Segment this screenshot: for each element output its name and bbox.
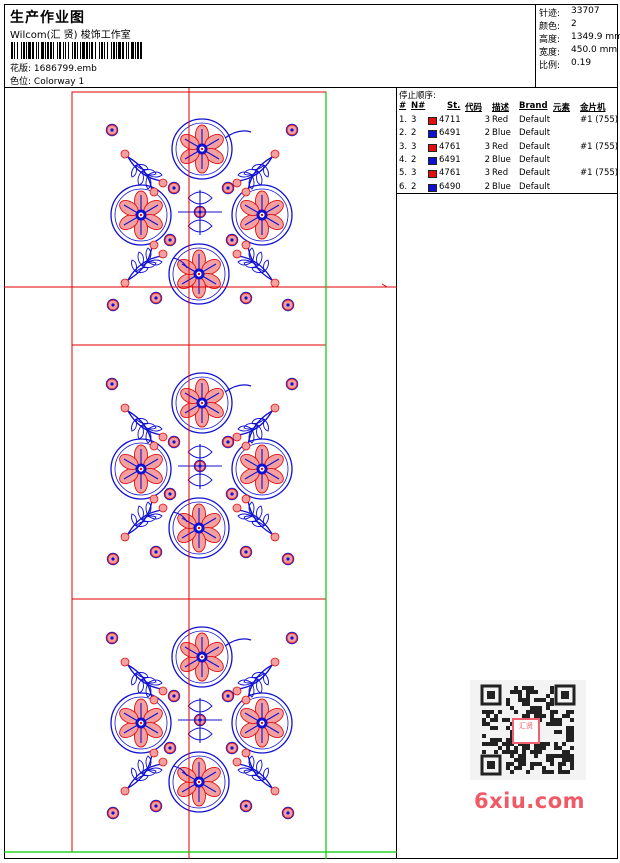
stop-cell-brand: Default	[519, 128, 551, 139]
thread-color-swatch	[428, 130, 437, 139]
stop-cell-n: 3	[411, 115, 417, 125]
stop-cell-code: 2	[484, 181, 490, 192]
col-header-st: St.	[447, 101, 461, 111]
design-preview	[4, 88, 397, 859]
stop-sequence-title: 停止顺序:	[399, 91, 436, 101]
stop-cell-sequin: #1 (755)	[580, 168, 619, 179]
stop-cell-code: 2	[484, 154, 490, 165]
stat-scale: 比例: 0.19	[539, 58, 592, 71]
thread-color-swatch	[428, 170, 437, 179]
stop-cell-st: 6491	[439, 128, 461, 139]
col-header-n: N#	[411, 101, 426, 111]
page-title: 生产作业图	[10, 10, 85, 26]
watermark-text: 6xiu.com	[474, 789, 586, 813]
header-panel: 生产作业图 Wilcom(汇 贤) 梭饰工作室 花版: 1686799.emb …	[4, 4, 536, 88]
stat-width: 宽度: 450.0 mm	[539, 45, 618, 58]
stop-row: 4. 2 6491 2 Blue Default	[397, 155, 618, 168]
page-frame	[4, 4, 618, 859]
motif-tile-3	[106, 627, 298, 819]
stop-row: 1. 3 4711 3 Red Default #1 (755)	[397, 115, 618, 128]
stop-cell-desc: Blue	[492, 128, 511, 139]
guide-lines	[4, 88, 397, 859]
stop-cell-brand: Default	[519, 168, 551, 179]
motif-tile-2	[106, 373, 298, 565]
stop-cell-num: 4.	[399, 154, 408, 165]
colorway-line: 色位: Colorway 1	[10, 74, 84, 87]
watermark-stamp: 汇贤	[512, 718, 540, 744]
col-header-code: 代码	[465, 103, 483, 113]
stop-cell-st: 4711	[439, 115, 461, 125]
stop-cell-n: 2	[411, 128, 417, 139]
barcode	[11, 42, 142, 59]
stop-cell-sequin: #1 (755)	[580, 115, 619, 125]
col-header-num: #	[399, 101, 407, 111]
col-header-desc: 描述	[492, 103, 510, 113]
col-header-sequin: 金片机	[580, 103, 606, 113]
col-header-brand: Brand	[519, 101, 548, 111]
colorway-label: 色位:	[10, 77, 32, 87]
stop-cell-st: 4761	[439, 168, 461, 179]
stat-colors: 颜色: 2	[539, 19, 577, 32]
qr-code	[470, 680, 586, 780]
studio-name: Wilcom(汇 贤) 梭饰工作室	[10, 30, 131, 41]
design-file-label: 花版:	[10, 64, 32, 74]
design-file-value: 1686799.emb	[33, 64, 97, 74]
stop-cell-num: 6.	[399, 181, 408, 192]
stop-cell-num: 1.	[399, 115, 408, 125]
stop-cell-brand: Default	[519, 115, 551, 125]
stop-cell-desc: Blue	[492, 181, 511, 192]
stop-cell-code: 3	[484, 141, 490, 152]
motif-tile-1	[106, 119, 298, 311]
stop-row: 5. 3 4761 3 Red Default #1 (755)	[397, 168, 618, 181]
stop-cell-n: 2	[411, 154, 417, 165]
stop-cell-st: 6490	[439, 181, 461, 192]
stop-cell-desc: Blue	[492, 154, 511, 165]
stop-cell-brand: Default	[519, 141, 551, 152]
stop-cell-st: 4761	[439, 141, 461, 152]
stop-cell-desc: Red	[492, 141, 509, 152]
stop-cell-n: 2	[411, 181, 417, 192]
stats-panel: 针迹: 33707 颜色: 2 高度: 1349.9 mm 宽度: 450.0 mm 比…	[536, 4, 620, 88]
stop-cell-num: 3.	[399, 141, 408, 152]
stop-cell-brand: Default	[519, 181, 551, 192]
stop-row: 2. 2 6491 2 Blue Default	[397, 128, 618, 141]
stop-cell-num: 5.	[399, 168, 408, 179]
colorway-value: Colorway 1	[33, 77, 85, 87]
design-file-line: 花版: 1686799.emb	[10, 61, 97, 74]
stop-cell-code: 3	[484, 168, 490, 179]
stop-cell-sequin: #1 (755)	[580, 141, 619, 152]
stop-cell-n: 3	[411, 141, 417, 152]
col-header-element: 元素	[553, 103, 571, 113]
stop-cell-desc: Red	[492, 115, 509, 125]
stop-sequence-panel: 停止顺序: # N# St. 代码 描述 Brand 元素 金片机 1. 3 471…	[397, 88, 618, 194]
stop-cell-brand: Default	[519, 154, 551, 165]
stop-cell-code: 3	[484, 115, 490, 125]
stop-cell-desc: Red	[492, 168, 509, 179]
stop-cell-n: 3	[411, 168, 417, 179]
stop-cell-num: 2.	[399, 128, 408, 139]
thread-color-swatch	[428, 117, 437, 125]
stop-row: 6. 2 6490 2 Blue Default	[397, 182, 618, 195]
thread-color-swatch	[428, 143, 437, 152]
stat-stitches: 针迹: 33707	[539, 6, 600, 19]
embroidery-canvas	[4, 88, 397, 859]
stop-cell-st: 6491	[439, 154, 461, 165]
stat-height: 高度: 1349.9 mm	[539, 32, 620, 45]
thread-color-swatch	[428, 183, 437, 192]
stop-row: 3. 3 4761 3 Red Default #1 (755)	[397, 142, 618, 155]
stop-cell-code: 2	[484, 128, 490, 139]
thread-color-swatch	[428, 156, 437, 165]
